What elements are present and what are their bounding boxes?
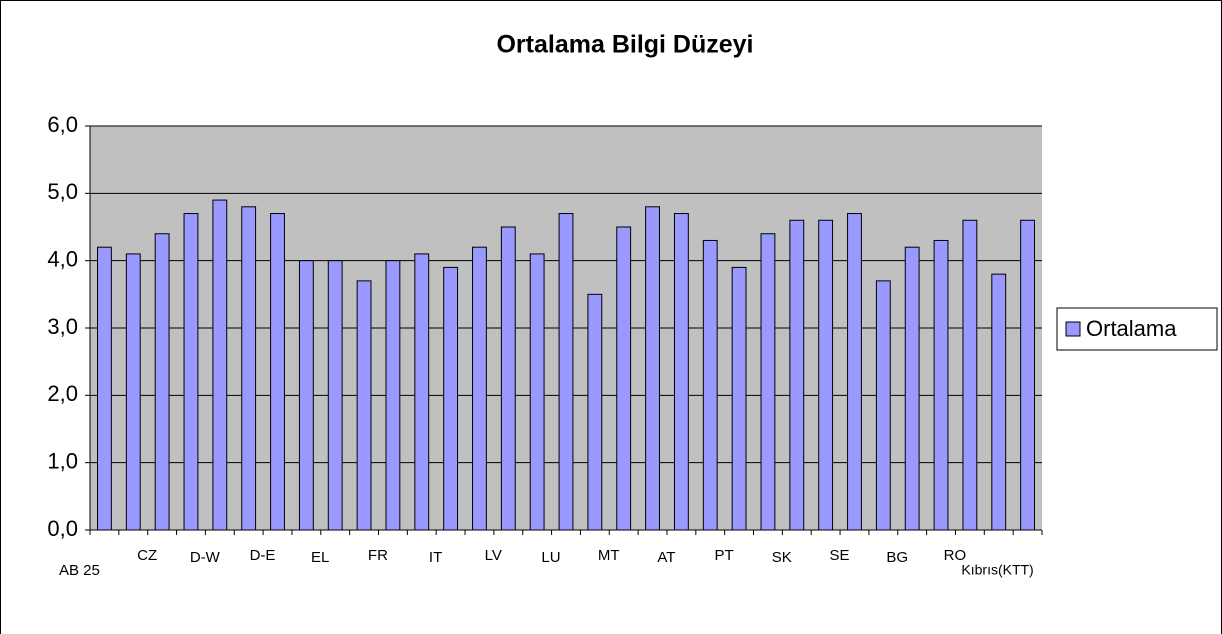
bar: [529, 253, 545, 531]
bar: [1020, 219, 1035, 531]
bar: [212, 199, 228, 531]
bar: [962, 219, 978, 531]
x-tick-label: LU: [541, 549, 560, 566]
bar: [731, 266, 747, 531]
x-tick-label: CZ: [137, 547, 157, 564]
bar: [154, 233, 170, 531]
legend-label: Ortalama: [1086, 316, 1177, 341]
bar: [298, 260, 314, 531]
x-tick-label: Kıbrıs(KTT): [961, 562, 1033, 578]
y-tick-label: 4,0: [47, 246, 78, 271]
bar: [443, 266, 459, 531]
bar: [789, 219, 805, 531]
chart-title: Ortalama Bilgi Düzeyi: [496, 31, 753, 59]
bar: [904, 246, 920, 531]
x-tick-label: AT: [657, 549, 675, 566]
bar: [645, 206, 660, 531]
bar: [414, 253, 430, 531]
bar: [616, 226, 632, 531]
bar: [125, 253, 141, 531]
bar: [270, 213, 285, 531]
bar: [991, 273, 1007, 531]
x-tick-label: LV: [485, 547, 502, 564]
x-tick-label: FR: [368, 547, 388, 564]
x-tick-label: RO: [944, 547, 967, 564]
y-tick-label: 3,0: [47, 314, 78, 339]
bar: [472, 246, 487, 531]
x-tick-label: D-W: [190, 549, 221, 566]
y-tick-label: 2,0: [47, 381, 78, 406]
bar: [241, 206, 257, 531]
legend-box: [1056, 307, 1218, 351]
bar: [875, 280, 891, 531]
bar: [356, 280, 372, 531]
bar: [847, 213, 862, 531]
x-tick-label: BG: [886, 549, 908, 566]
y-tick-label: 0,0: [47, 516, 78, 541]
bar: [327, 260, 343, 531]
bar: [558, 213, 574, 531]
x-tick-label: MT: [598, 547, 620, 564]
bar: [760, 233, 776, 531]
y-tick-label: 6,0: [47, 112, 78, 137]
x-tick-label: IT: [429, 549, 442, 566]
bar: [500, 226, 516, 531]
x-tick-label: SE: [829, 547, 849, 564]
x-tick-label: AB 25: [59, 562, 100, 579]
x-tick-label: SK: [772, 549, 792, 566]
x-tick-label: EL: [311, 549, 329, 566]
bar: [702, 239, 718, 531]
bar: [587, 293, 603, 531]
x-tick-label: D-E: [250, 547, 276, 564]
x-tick-label: PT: [715, 547, 734, 564]
bar: [933, 239, 949, 531]
bar: [183, 213, 199, 531]
bar: [97, 246, 112, 531]
legend-swatch: [1065, 321, 1081, 337]
y-tick-label: 1,0: [47, 448, 78, 473]
bar: [818, 219, 834, 531]
bar: [385, 260, 401, 531]
bar: [673, 213, 689, 531]
y-tick-label: 5,0: [47, 179, 78, 204]
